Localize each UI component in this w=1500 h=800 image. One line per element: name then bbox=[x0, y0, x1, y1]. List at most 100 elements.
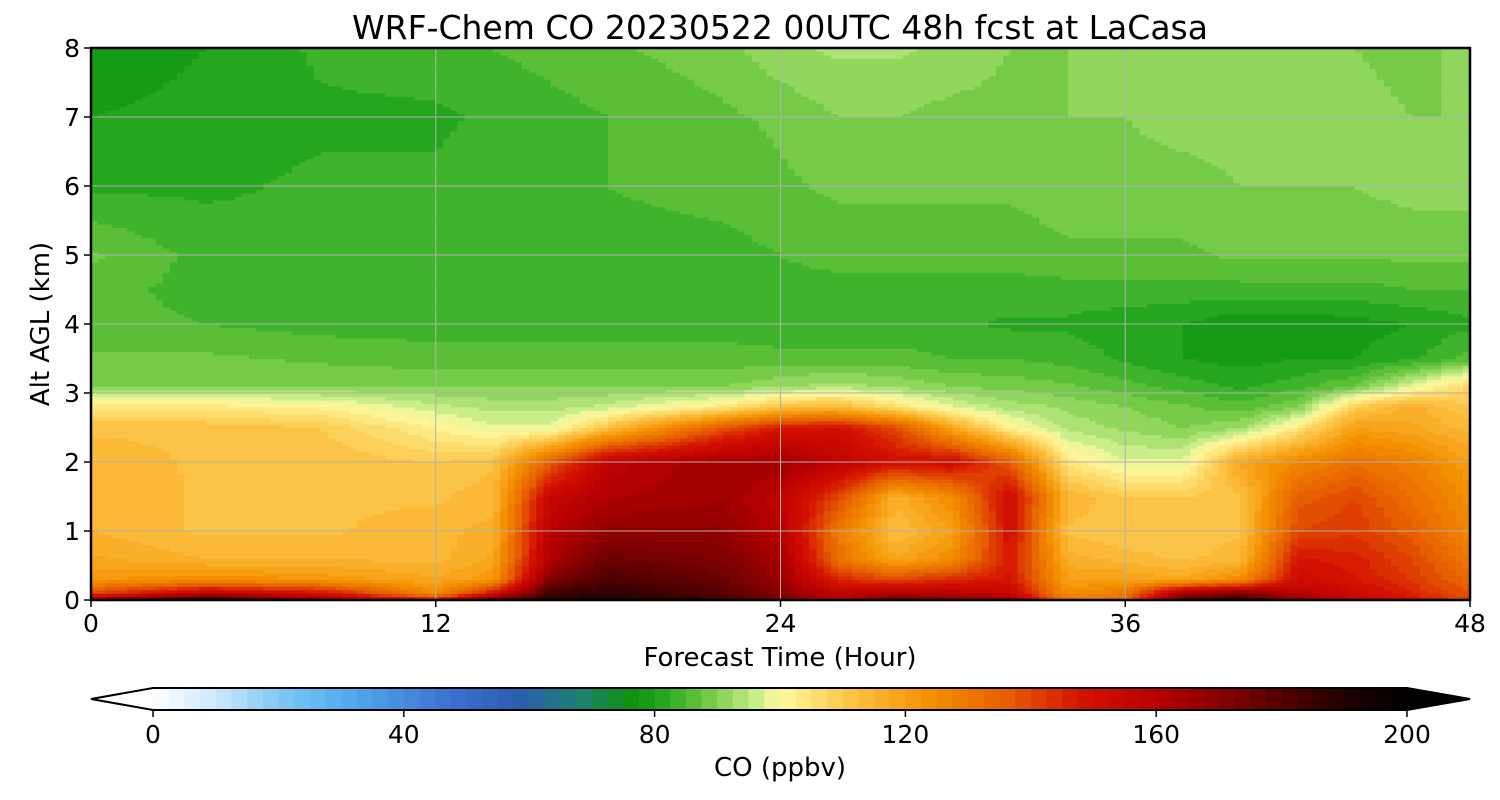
field-cell bbox=[1046, 417, 1090, 422]
field-cell bbox=[1455, 541, 1470, 546]
field-cell bbox=[1276, 548, 1284, 553]
field-cell bbox=[636, 430, 652, 435]
field-cell bbox=[493, 510, 501, 515]
field-cell bbox=[830, 527, 839, 532]
field-cell bbox=[1362, 513, 1385, 518]
field-cell bbox=[1053, 393, 1134, 398]
field-cell bbox=[988, 534, 997, 539]
field-cell bbox=[557, 558, 573, 563]
field-cell bbox=[550, 82, 695, 87]
field-cell bbox=[859, 451, 882, 456]
field-cell bbox=[773, 506, 782, 511]
field-cell bbox=[1197, 154, 1470, 159]
field-cell bbox=[514, 548, 523, 553]
field-cell bbox=[550, 427, 559, 432]
field-cell bbox=[730, 382, 810, 387]
field-cell bbox=[780, 151, 1191, 156]
field-cell bbox=[1053, 582, 1062, 587]
field-cell bbox=[636, 462, 681, 467]
field-cell bbox=[249, 355, 947, 360]
field-cell bbox=[866, 517, 875, 522]
field-cell bbox=[1383, 513, 1406, 518]
field-cell bbox=[931, 479, 954, 484]
field-cell bbox=[514, 524, 523, 529]
field-cell bbox=[1419, 568, 1435, 573]
field-cell bbox=[1268, 568, 1277, 573]
colorbar-swatch bbox=[732, 688, 750, 710]
field-cell bbox=[91, 286, 150, 291]
field-cell bbox=[91, 472, 185, 477]
field-cell bbox=[1232, 458, 1248, 463]
field-cell bbox=[758, 420, 774, 425]
field-cell bbox=[1039, 534, 1047, 539]
field-cell bbox=[837, 579, 861, 584]
field-cell bbox=[744, 544, 760, 549]
colorbar-swatch bbox=[1328, 688, 1345, 710]
field-cell bbox=[1390, 258, 1470, 263]
field-cell bbox=[464, 527, 494, 532]
field-cell bbox=[1017, 517, 1026, 522]
field-cell bbox=[1039, 548, 1047, 553]
field-cell bbox=[1448, 534, 1464, 539]
field-cell bbox=[773, 410, 825, 415]
field-cell bbox=[500, 517, 509, 522]
field-cell bbox=[105, 596, 114, 600]
field-cell bbox=[1017, 555, 1026, 560]
y-tick-label: 7 bbox=[64, 103, 80, 132]
field-cell bbox=[600, 448, 616, 453]
field-cell bbox=[1024, 272, 1470, 277]
field-cell bbox=[852, 575, 875, 580]
field-cell bbox=[1089, 462, 1112, 467]
field-cell bbox=[794, 172, 1227, 177]
field-cell bbox=[924, 499, 940, 504]
field-cell bbox=[859, 544, 868, 549]
field-cell bbox=[1225, 427, 1248, 432]
field-cell bbox=[723, 562, 746, 567]
field-cell bbox=[91, 103, 128, 108]
field-cell bbox=[457, 120, 609, 125]
field-cell bbox=[579, 517, 602, 522]
field-cell bbox=[335, 586, 351, 591]
field-cell bbox=[1003, 496, 1011, 501]
field-cell bbox=[529, 68, 674, 73]
field-cell bbox=[457, 123, 609, 128]
field-cell bbox=[909, 420, 918, 425]
field-cell bbox=[1103, 448, 1191, 453]
field-cell bbox=[1003, 493, 1019, 498]
field-cell bbox=[981, 506, 990, 511]
field-cell bbox=[1419, 572, 1442, 577]
field-cell bbox=[213, 199, 645, 204]
field-cell bbox=[866, 465, 882, 470]
field-cell bbox=[191, 596, 200, 600]
field-cell bbox=[960, 568, 968, 573]
field-cell bbox=[787, 82, 983, 87]
field-cell bbox=[392, 441, 466, 446]
field-cell bbox=[737, 413, 753, 418]
field-cell bbox=[1125, 568, 1205, 573]
field-cell bbox=[91, 48, 207, 53]
field-cell bbox=[1369, 596, 1385, 600]
field-cell bbox=[981, 486, 990, 491]
field-cell bbox=[1074, 565, 1169, 570]
field-cell bbox=[1189, 572, 1220, 577]
field-cell bbox=[1211, 444, 1220, 449]
field-cell bbox=[91, 213, 695, 218]
field-cell bbox=[1441, 486, 1457, 491]
field-cell bbox=[751, 117, 1126, 122]
field-cell bbox=[1125, 593, 1134, 598]
field-cell bbox=[694, 82, 789, 87]
field-cell bbox=[995, 396, 1076, 401]
field-cell bbox=[1419, 586, 1442, 591]
field-cell bbox=[802, 548, 810, 553]
field-cell bbox=[715, 496, 724, 501]
field-cell bbox=[1441, 368, 1464, 373]
field-cell bbox=[837, 527, 846, 532]
field-cell bbox=[500, 472, 509, 477]
field-cell bbox=[622, 455, 652, 460]
field-cell bbox=[1333, 396, 1342, 401]
field-cell bbox=[1333, 399, 1342, 404]
field-cell bbox=[608, 141, 774, 146]
field-cell bbox=[1060, 537, 1069, 542]
field-cell bbox=[816, 386, 853, 391]
field-cell bbox=[1405, 472, 1428, 477]
